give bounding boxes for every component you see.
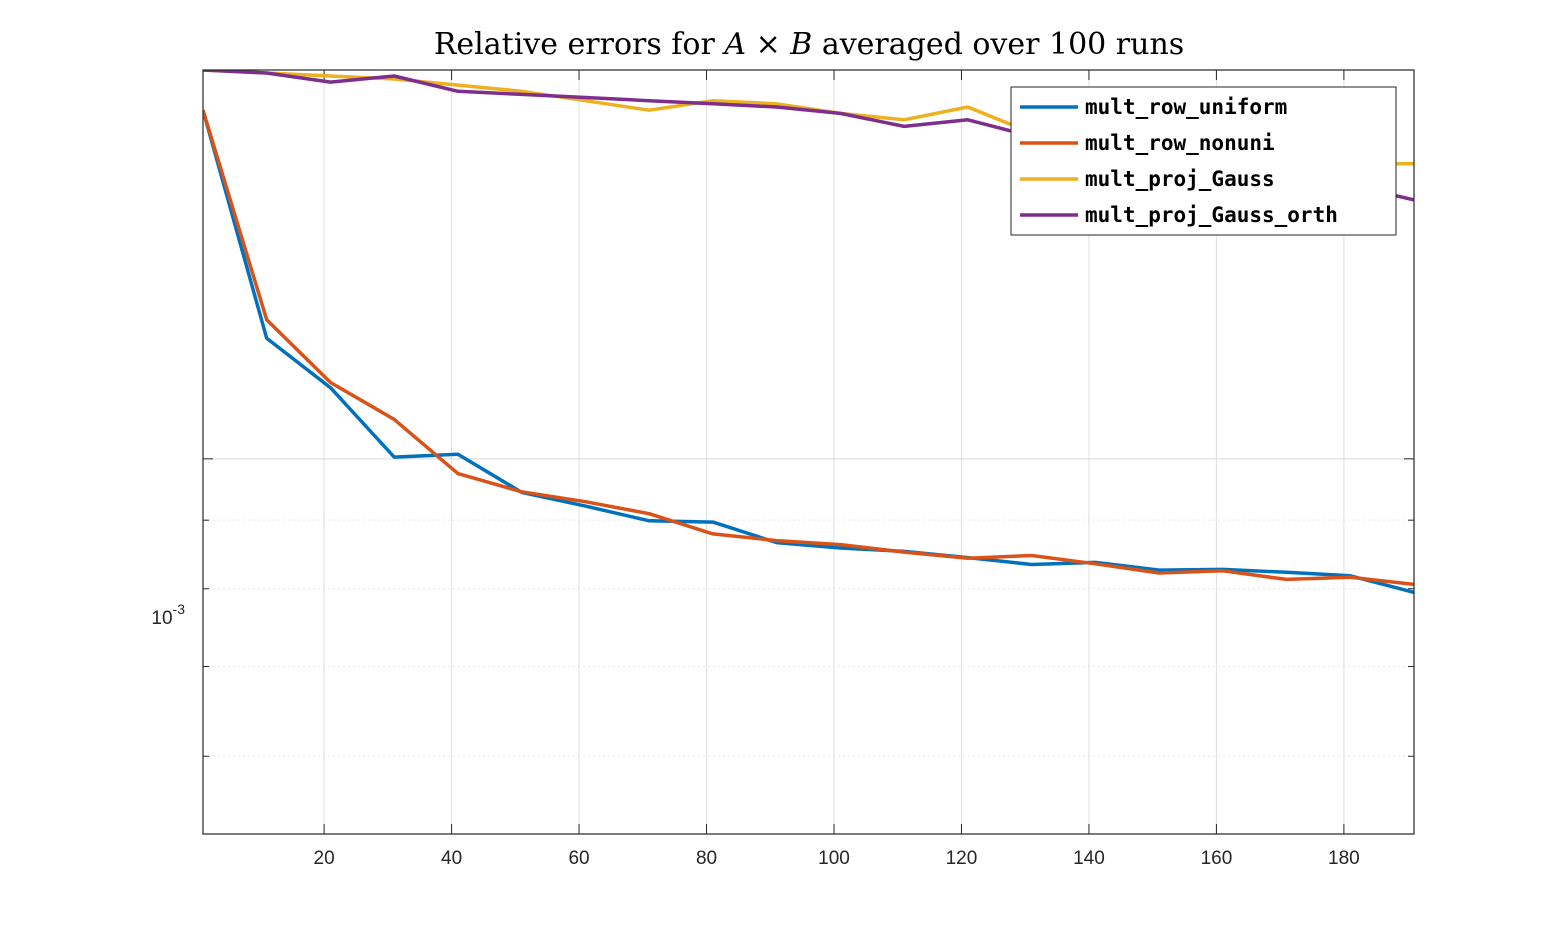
y-tick-exponent: -3 [173, 601, 186, 617]
tick-layer: 20 40 60 80 100 120 140 160 180 [203, 70, 1414, 869]
title-prefix: Relative errors for [434, 27, 725, 62]
legend-label: mult_proj_Gauss [1085, 167, 1275, 191]
legend-label: mult_proj_Gauss_orth [1085, 203, 1338, 227]
legend: mult_row_uniform mult_row_nonuni mult_proj… [1010, 86, 1397, 236]
title-var-a: A [721, 27, 746, 62]
title-suffix: averaged over 100 runs [812, 27, 1184, 62]
x-tick-label: 100 [818, 848, 850, 869]
chart-title: Relative errors for A × B averaged over … [434, 27, 1184, 62]
title-operator: × [746, 27, 790, 62]
y-tick-label: 10-3 [151, 601, 185, 629]
grid-layer [203, 70, 1414, 834]
x-tick-label: 20 [314, 848, 335, 869]
x-tick-label: 140 [1073, 848, 1105, 869]
x-tick-label: 160 [1201, 848, 1233, 869]
legend-box [1010, 86, 1397, 236]
y-tick-base: 10 [151, 608, 172, 629]
x-tick-label: 180 [1328, 848, 1360, 869]
x-tick-label: 40 [441, 848, 462, 869]
x-tick-label: 120 [946, 848, 978, 869]
x-tick-label: 60 [568, 848, 589, 869]
legend-label: mult_row_nonuni [1085, 131, 1275, 155]
x-tick-label: 80 [696, 848, 717, 869]
series-line-mult-row-nonuni [203, 109, 1414, 587]
legend-label: mult_row_uniform [1085, 95, 1287, 119]
title-var-b: B [789, 27, 812, 62]
axes-box [202, 69, 1415, 835]
